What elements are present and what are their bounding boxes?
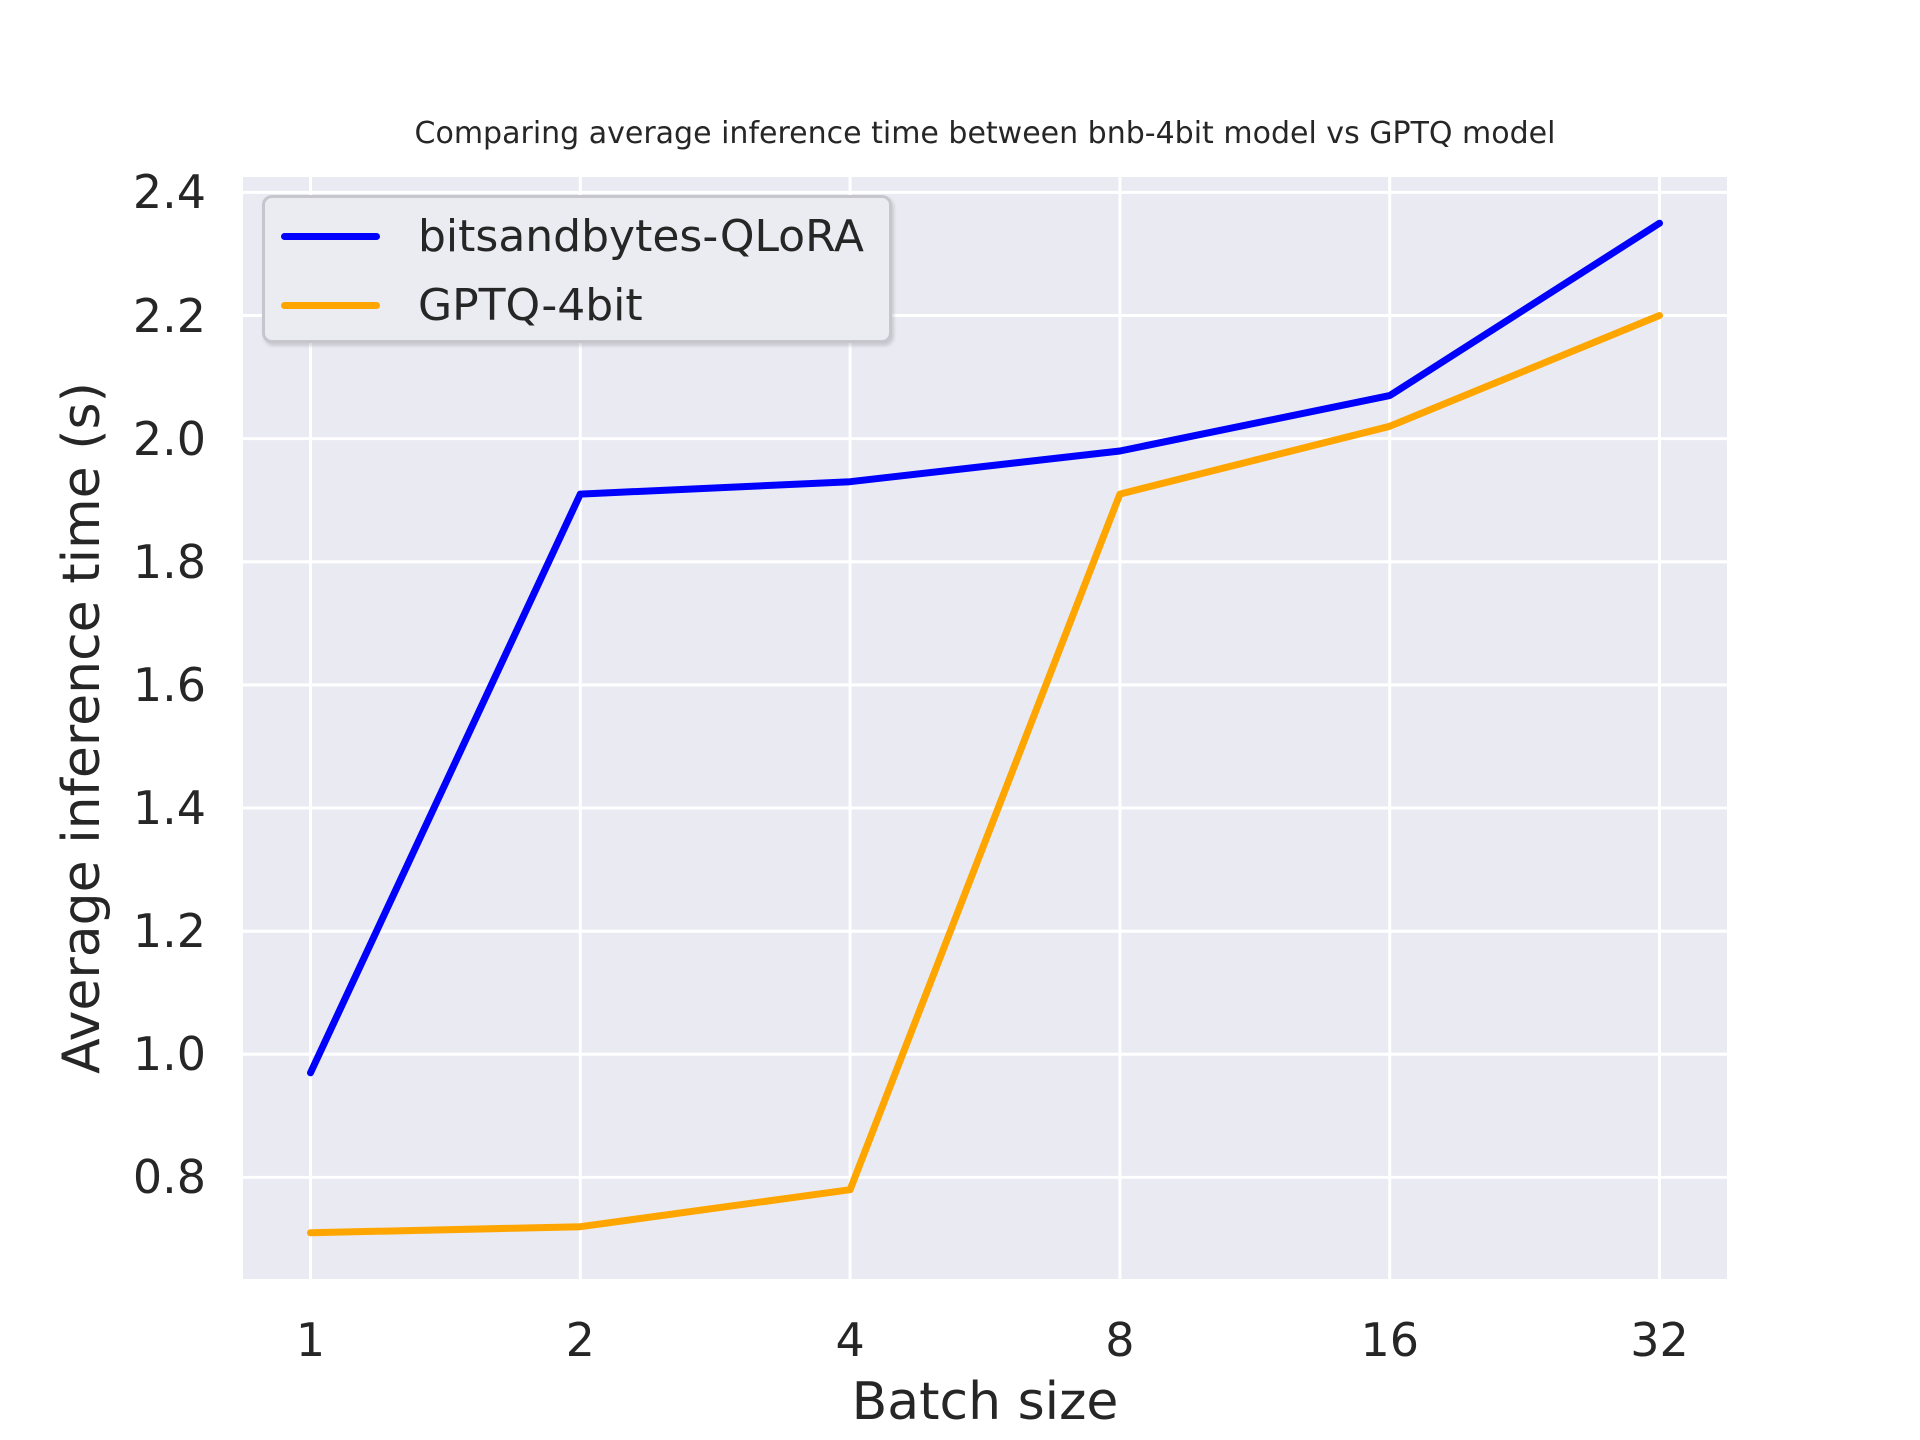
y-tick-label: 1.8: [132, 534, 206, 589]
x-tick-label: 8: [1105, 1313, 1135, 1367]
y-tick-label: 1.6: [132, 657, 206, 712]
legend: bitsandbytes-QLoRA GPTQ-4bit: [262, 195, 892, 343]
x-tick-label: 16: [1360, 1313, 1419, 1367]
y-tick-label: 1.0: [132, 1027, 206, 1082]
plot-background: [243, 177, 1727, 1279]
legend-row: bitsandbytes-QLoRA: [265, 202, 889, 271]
series-line-gptq-4bit: [307, 312, 1663, 1237]
y-tick-label: 2.4: [132, 165, 206, 220]
x-tick-label: 1: [295, 1313, 326, 1367]
y-tick-label: 1.2: [132, 904, 206, 959]
legend-swatch-line-icon: [281, 233, 380, 240]
legend-label: bitsandbytes-QLoRA: [418, 211, 864, 262]
x-tick-label: 2: [565, 1313, 595, 1367]
y-tick-label: 2.2: [132, 288, 206, 343]
legend-swatch-line-icon: [281, 302, 380, 309]
y-tick-label: 2.0: [132, 411, 206, 466]
y-axis-label: Average inference time (s): [52, 382, 112, 1074]
x-tick-label: 32: [1630, 1313, 1689, 1367]
series-line-bitsandbytes-qlora: [307, 219, 1663, 1077]
x-axis-label: Batch size: [851, 1372, 1119, 1432]
x-tick-label: 4: [835, 1313, 865, 1367]
legend-label: GPTQ-4bit: [418, 280, 643, 331]
y-tick-label: 1.4: [132, 781, 206, 836]
plot-area: [243, 177, 1727, 1279]
y-tick-label: 0.8: [132, 1150, 206, 1205]
chart-title: Comparing average inference time between…: [414, 116, 1556, 151]
legend-row: GPTQ-4bit: [265, 271, 889, 340]
